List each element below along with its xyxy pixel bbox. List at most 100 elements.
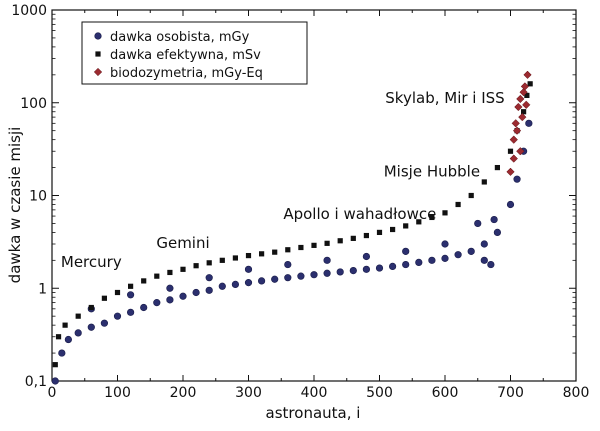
data-point-circle [113, 312, 122, 320]
x-tick-label: 700 [497, 385, 524, 401]
data-point-square [298, 244, 304, 251]
annotation-label: Apollo i wahadłowce [283, 205, 436, 223]
data-point-diamond [509, 154, 518, 163]
data-point-circle [284, 260, 292, 269]
legend-box [81, 21, 308, 85]
data-point-circle [51, 377, 59, 385]
data-point-circle [192, 288, 200, 297]
data-point-diamond [512, 126, 522, 135]
data-point-diamond [520, 82, 530, 91]
data-point-circle [166, 296, 174, 304]
data-point-circle [205, 274, 213, 282]
data-point-circle [297, 272, 305, 280]
data-point-diamond [514, 102, 523, 112]
data-point-diamond [516, 147, 525, 156]
data-point-square [311, 242, 317, 248]
data-point-circle [179, 292, 187, 300]
data-point-circle [415, 258, 423, 266]
y-tick-label: 0,1 [25, 374, 47, 390]
data-point-circle [487, 260, 495, 269]
data-point-circle [87, 323, 95, 331]
data-point-square [193, 263, 199, 269]
y-tick-label: 10 [29, 189, 47, 205]
data-point-diamond [511, 119, 520, 128]
series-diamond [506, 70, 532, 176]
data-point-diamond [518, 112, 527, 122]
data-point-circle [323, 269, 331, 277]
data-point-circle [218, 282, 226, 290]
legend-label: biodozymetria, mGy-Eq [110, 66, 263, 81]
x-tick-label: 800 [563, 385, 590, 401]
data-point-circle [362, 265, 371, 273]
data-point-circle [258, 277, 266, 285]
x-tick-label: 400 [301, 385, 328, 401]
data-point-circle [323, 256, 331, 264]
data-point-square [442, 210, 448, 216]
x-axis-ticks: 0 100 200 300 400 500 600 700 800 [48, 10, 590, 401]
data-point-circle [74, 329, 82, 337]
data-point-circle [231, 280, 239, 289]
data-point-circle [441, 240, 449, 248]
data-point-circle [100, 319, 108, 327]
data-point-square [337, 238, 343, 244]
data-point-square [324, 240, 330, 246]
data-point-square [62, 322, 68, 328]
data-point-circle [64, 335, 72, 344]
data-points [51, 70, 533, 385]
data-point-diamond [506, 167, 515, 176]
y-axis-label: dawka w czasie misji [6, 127, 24, 284]
x-tick-label: 100 [104, 385, 131, 401]
legend: dawka osobista, mGy dawka efektywna, mSv b… [81, 21, 308, 85]
legend-label: dawka efektywna, mSv [110, 48, 261, 63]
data-point-square [376, 229, 383, 236]
data-point-square [527, 81, 533, 87]
data-point-square [350, 235, 356, 241]
data-point-circle [362, 252, 371, 261]
data-point-square [403, 223, 409, 229]
data-point-diamond [516, 94, 525, 104]
annotations: Mercury Gemini Apollo i wahadłowce Misje Hu… [61, 89, 505, 271]
data-point-diamond [522, 100, 531, 109]
y-tick-label: 1 [38, 281, 47, 297]
x-tick-label: 200 [170, 385, 197, 401]
data-point-square [180, 266, 186, 272]
data-point-square [507, 148, 514, 154]
data-point-square [259, 251, 265, 257]
data-point-circle [58, 349, 66, 357]
data-point-square [88, 304, 94, 311]
data-point-circle [454, 251, 462, 259]
y-tick-label: 100 [20, 96, 47, 112]
data-point-circle [284, 274, 292, 282]
data-point-circle [480, 240, 488, 248]
data-point-square [521, 109, 527, 115]
data-point-square [245, 252, 252, 259]
legend-label: dawka osobista, mGy [110, 30, 250, 45]
data-point-square [481, 179, 487, 185]
data-point-circle [310, 271, 318, 279]
data-point-circle [402, 247, 410, 255]
data-point-square [390, 226, 396, 233]
series-circle [51, 119, 533, 385]
y-tick-label: 1000 [11, 3, 47, 19]
data-point-circle [127, 291, 135, 299]
data-point-square [232, 255, 238, 261]
data-point-square [272, 249, 278, 255]
data-point-square [524, 92, 530, 99]
x-axis-label: astronauta, i [266, 404, 361, 422]
data-point-circle [441, 254, 449, 262]
x-tick-label: 0 [48, 385, 57, 401]
data-point-square [114, 289, 121, 296]
data-point-circle [480, 256, 488, 264]
data-point-square [455, 201, 461, 208]
data-point-diamond [523, 70, 532, 79]
annotation-label: Skylab, Mir i ISS [385, 89, 504, 107]
data-point-circle [375, 264, 384, 272]
data-point-circle [271, 275, 279, 283]
data-point-circle [349, 266, 357, 275]
data-point-square [55, 334, 62, 340]
data-point-square [75, 313, 81, 319]
data-point-circle [336, 268, 344, 276]
data-point-circle [428, 256, 436, 264]
x-tick-label: 600 [432, 385, 459, 401]
